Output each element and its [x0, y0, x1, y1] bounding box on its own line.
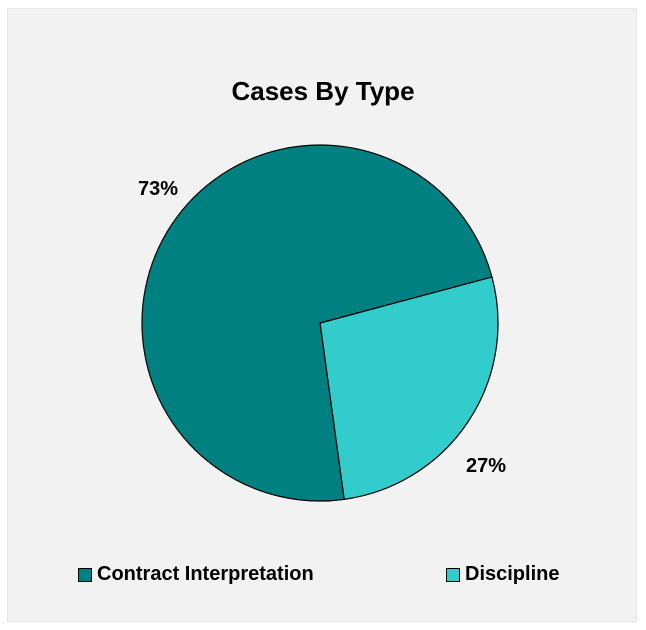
legend-swatch-discipline: [446, 567, 460, 582]
data-label-contract-interpretation: 73%: [138, 178, 178, 200]
legend-label-discipline: Discipline: [465, 563, 560, 585]
pie-slice-discipline: [319, 276, 499, 501]
legend-swatch-contract-interpretation: [78, 567, 92, 582]
legend-item-contract-interpretation: Contract Interpretation: [78, 563, 314, 586]
data-label-discipline: 27%: [466, 455, 506, 477]
legend-label-contract-interpretation: Contract Interpretation: [97, 563, 314, 585]
legend: Contract Interpretation Discipline: [0, 563, 646, 593]
pie-data-labels: 73% 27%: [138, 178, 506, 477]
legend-item-discipline: Discipline: [446, 563, 559, 586]
pie-slices: [141, 144, 499, 502]
pie-slice-contract-interpretation: [141, 144, 493, 502]
chart-title: Cases By Type: [231, 76, 415, 106]
